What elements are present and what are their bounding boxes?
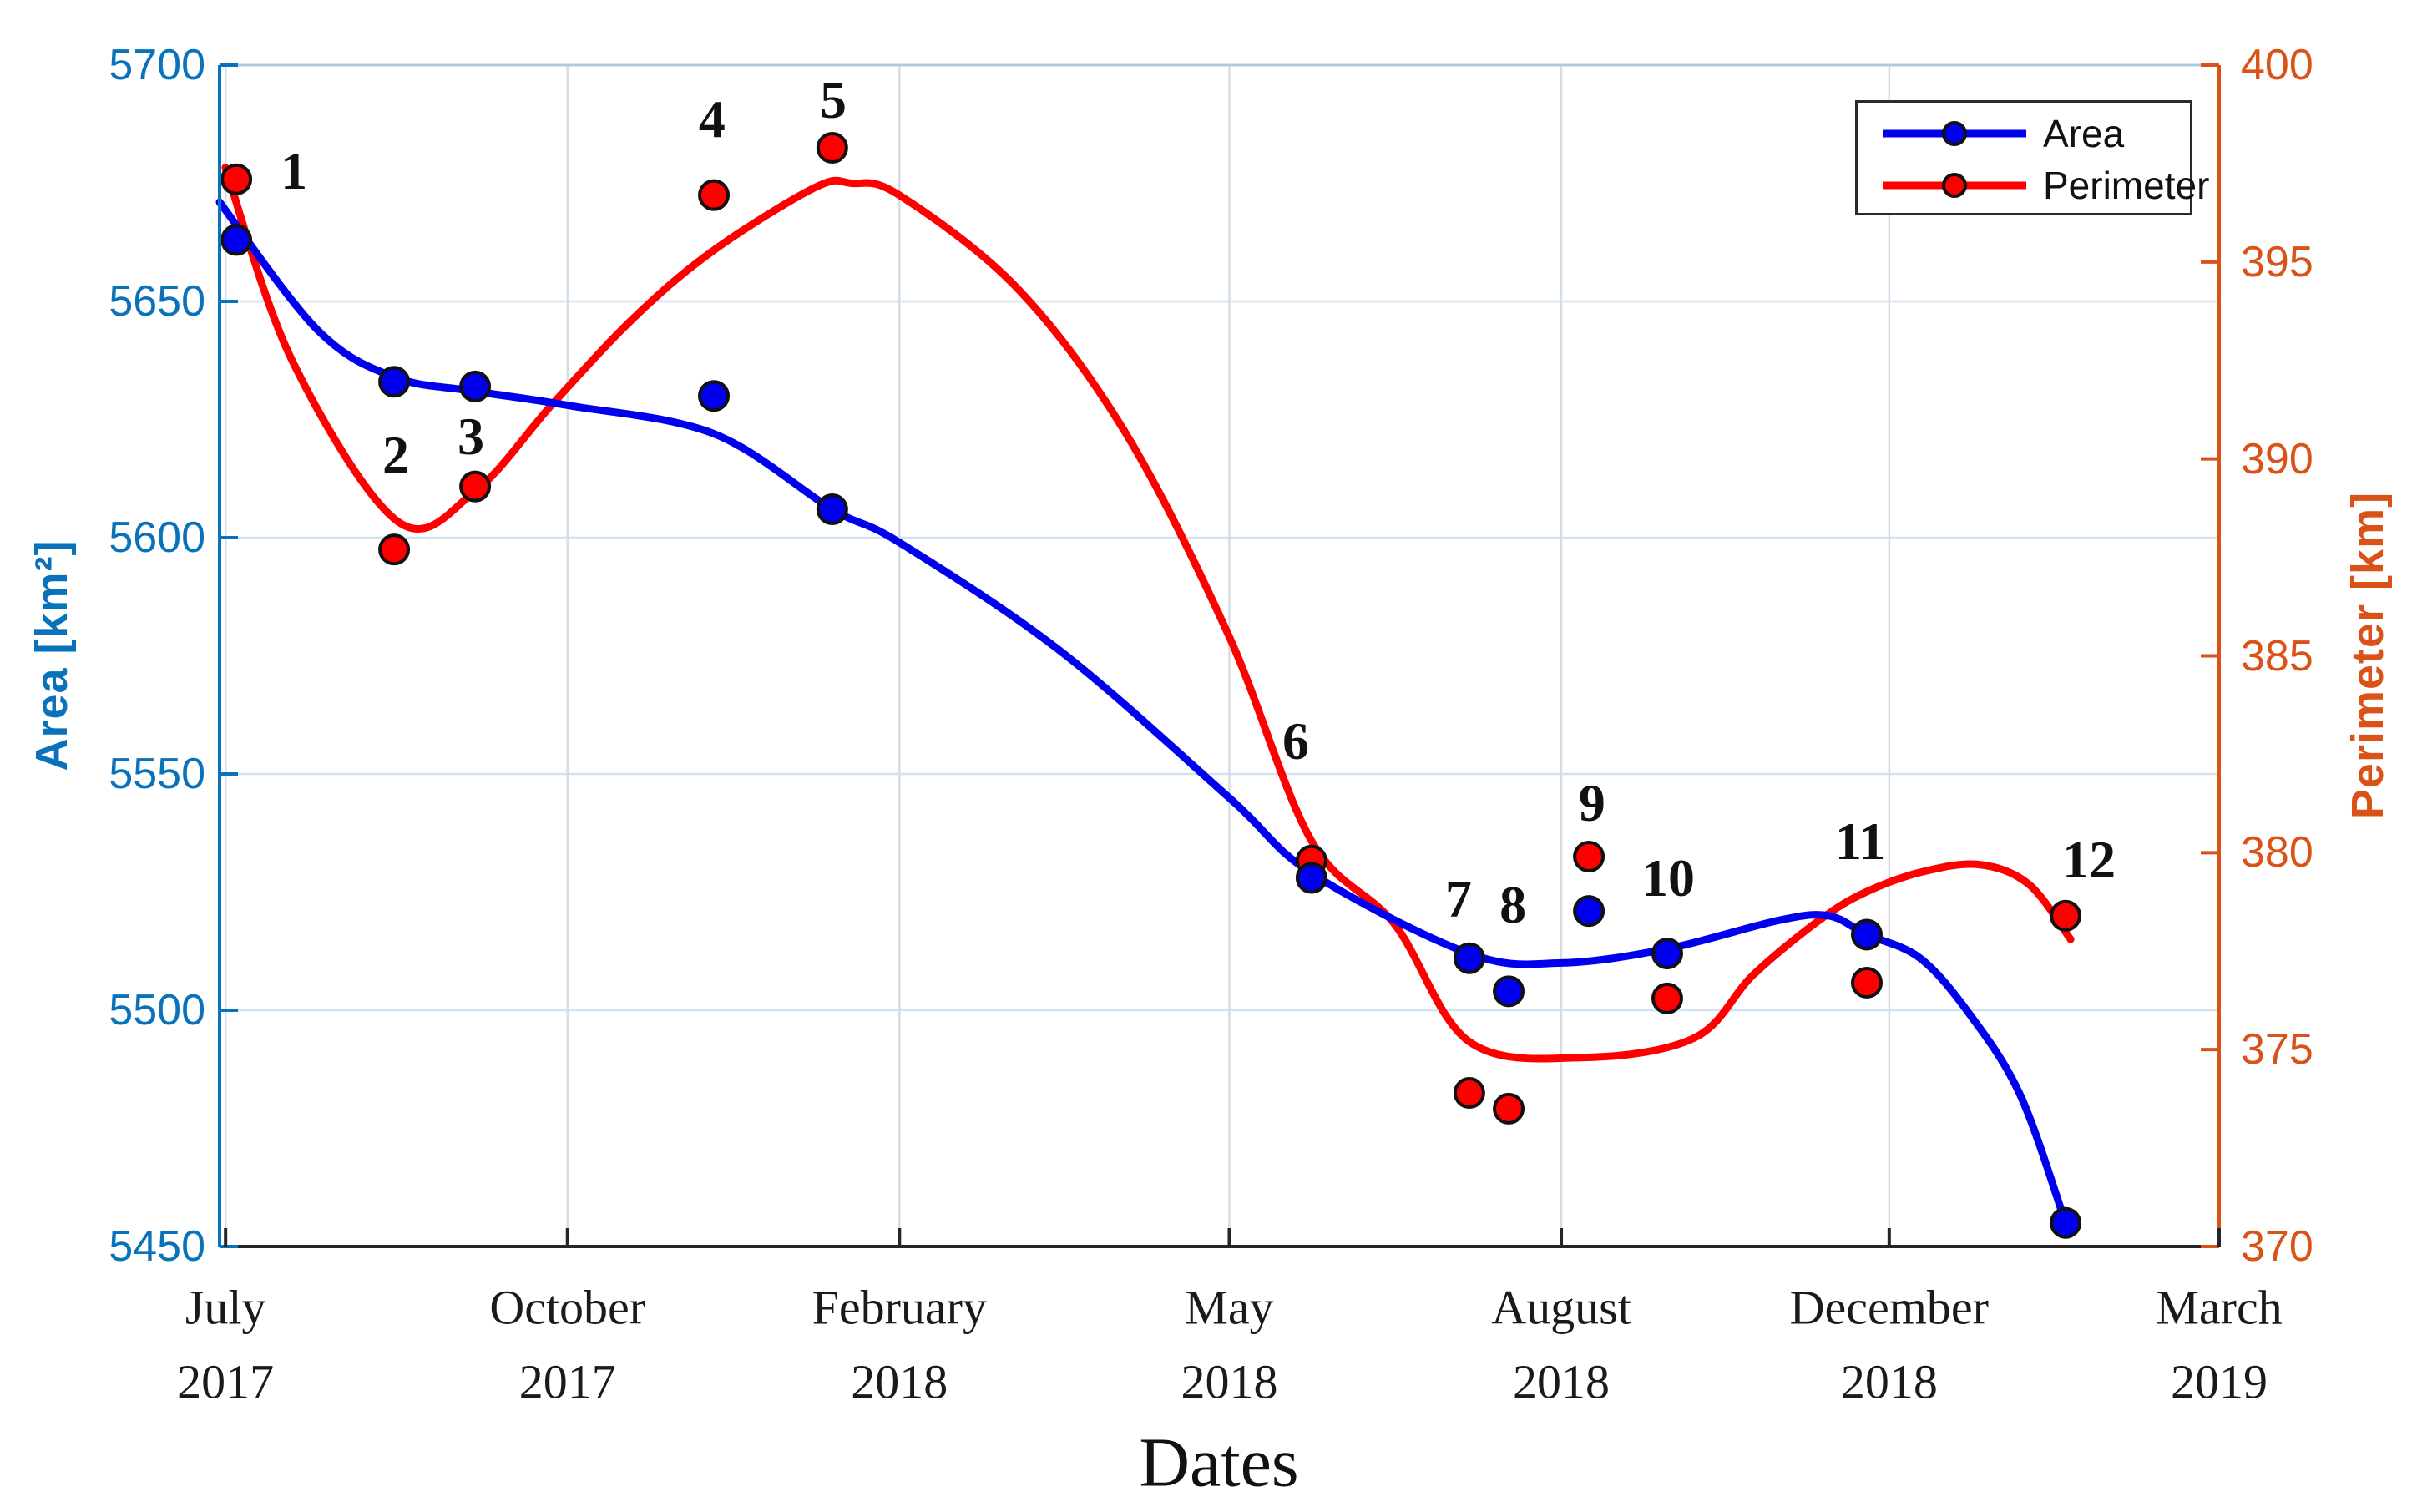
right-tick-label-390: 390: [2241, 434, 2313, 483]
trend-curves: [215, 164, 2075, 1227]
x-tick-year-March: 2019: [2171, 1354, 2268, 1409]
data-points: [220, 132, 2082, 1239]
x-tick-month-July: July: [185, 1280, 266, 1335]
legend-item-area: Area: [1858, 108, 2190, 159]
point-number-8: 8: [1499, 875, 1527, 935]
perimeter-point-3: [459, 470, 492, 503]
area-point-4: [698, 380, 731, 412]
right-tick-label-395: 395: [2241, 237, 2313, 286]
area-point-5: [816, 493, 848, 526]
left-tick-label-5550: 5550: [109, 750, 205, 798]
perimeter-marker-icon: [1942, 173, 1967, 198]
perimeter-point-11: [1851, 966, 1884, 999]
area-trend-curve: [215, 198, 2070, 1227]
point-number-3: 3: [458, 407, 485, 467]
area-point-12: [2050, 1206, 2082, 1239]
area-point-9: [1573, 895, 1605, 928]
area-marker-icon: [1942, 121, 1967, 146]
gridlines: [220, 63, 2221, 1248]
x-tick-month-March: March: [2156, 1280, 2283, 1335]
x-tick-year-July: 2017: [177, 1354, 275, 1409]
left-tick-label-5600: 5600: [109, 513, 205, 562]
point-number-12: 12: [2062, 830, 2116, 889]
point-number-7: 7: [1444, 868, 1472, 928]
area-point-6: [1295, 862, 1327, 894]
legend-box: Area Perimeter: [1855, 100, 2209, 215]
perimeter-point-10: [1651, 982, 1683, 1014]
perimeter-point-2: [378, 533, 411, 566]
left-tick-label-5650: 5650: [109, 277, 205, 326]
area-point-1: [220, 224, 253, 256]
x-tick-year-August: 2018: [1513, 1354, 1611, 1409]
point-number-11: 11: [1834, 811, 1886, 871]
area-point-2: [378, 366, 411, 398]
right-y-axis-title: Perimeter [km]: [2343, 491, 2393, 820]
perimeter-trend-curve: [221, 164, 2075, 1063]
right-tick-label-375: 375: [2241, 1025, 2313, 1075]
area-point-11: [1851, 918, 1884, 951]
x-tick-month-October: October: [489, 1280, 646, 1335]
legend-label-area: Area: [2043, 112, 2125, 155]
right-tick-label-380: 380: [2241, 828, 2313, 877]
legend-item-perimeter: Perimeter: [1858, 159, 2209, 211]
left-tick-label-5500: 5500: [109, 986, 205, 1034]
point-number-1: 1: [281, 141, 308, 201]
x-tick-year-May: 2018: [1181, 1354, 1278, 1409]
perimeter-point-7: [1453, 1077, 1485, 1110]
x-tick-year-February: 2018: [851, 1354, 948, 1409]
point-number-5: 5: [820, 70, 847, 130]
legend-label-perimeter: Perimeter: [2043, 164, 2210, 207]
x-tick-month-February: February: [812, 1280, 987, 1335]
area-point-3: [459, 370, 492, 402]
right-tick-label-385: 385: [2241, 631, 2313, 680]
point-number-10: 10: [1641, 847, 1695, 908]
x-tick-month-August: August: [1491, 1280, 1631, 1335]
x-tick-year-December: 2018: [1840, 1354, 1938, 1409]
perimeter-point-4: [698, 179, 731, 211]
left-tick-label-5450: 5450: [109, 1222, 205, 1271]
perimeter-point-12: [2050, 899, 2082, 932]
x-tick-year-October: 2017: [518, 1354, 616, 1409]
point-number-6: 6: [1282, 710, 1309, 771]
perimeter-point-5: [816, 132, 848, 164]
right-tick-label-400: 400: [2241, 41, 2313, 89]
area-point-8: [1493, 975, 1525, 1008]
perimeter-point-1: [220, 163, 253, 195]
point-number-2: 2: [382, 425, 409, 485]
right-tick-label-370: 370: [2241, 1222, 2313, 1271]
x-tick-month-December: December: [1789, 1280, 1989, 1335]
axes-spines: [218, 63, 2221, 1248]
left-y-axis-title: Area [km²]: [27, 539, 77, 771]
area-point-10: [1651, 938, 1683, 970]
x-axis-title: Dates: [1139, 1424, 1299, 1502]
point-number-4: 4: [698, 88, 726, 149]
perimeter-point-9: [1573, 841, 1605, 873]
point-number-9: 9: [1578, 772, 1605, 832]
area-point-7: [1453, 942, 1485, 974]
perimeter-point-8: [1493, 1092, 1525, 1125]
x-tick-month-May: May: [1185, 1280, 1274, 1335]
left-tick-label-5700: 5700: [109, 41, 205, 89]
